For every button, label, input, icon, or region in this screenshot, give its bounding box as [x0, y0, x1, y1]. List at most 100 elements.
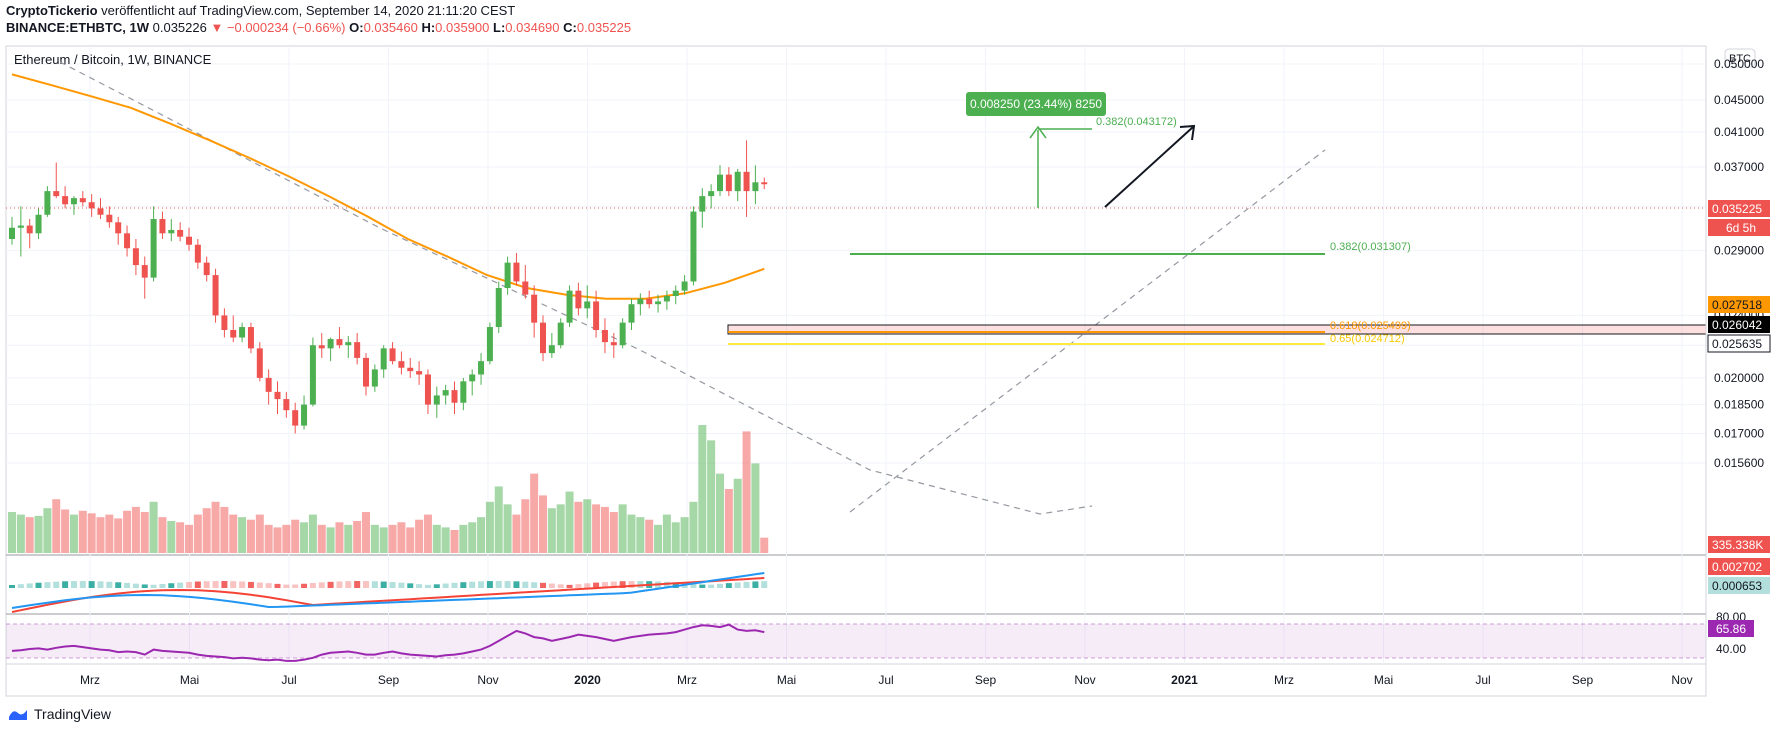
volume-bar [680, 517, 689, 553]
candle-body [398, 361, 405, 368]
macd-histogram-bar [318, 582, 325, 588]
candle-body [247, 327, 254, 349]
candle-body [717, 174, 723, 192]
volume-bar [459, 524, 468, 553]
last-price-tag-label: 0.035225 [1712, 202, 1762, 216]
time-axis-label: Nov [477, 673, 498, 687]
volume-bar [742, 431, 751, 553]
macd-histogram-bar [486, 581, 493, 588]
macd-tag-label: 0.002702 [1712, 560, 1762, 574]
volume-bar [388, 524, 397, 553]
macd-histogram-bar [451, 582, 458, 588]
macd-histogram-bar [442, 583, 449, 588]
candle-body [655, 301, 662, 305]
volume-tag-label: 335.338K [1712, 538, 1763, 552]
macd-line [11, 572, 765, 609]
time-axis-label: Jul [878, 673, 893, 687]
macd-histogram-bar [433, 584, 440, 588]
candle-body [256, 348, 263, 378]
macd-signal-tag [1708, 577, 1770, 594]
volume-bar [751, 463, 760, 553]
volume-bar [565, 491, 574, 553]
candle-body [79, 198, 86, 203]
volume-bar [43, 508, 52, 553]
macd-histogram-bar [522, 581, 529, 588]
macd-histogram-bar [478, 581, 485, 588]
time-axis-label: Jul [1475, 673, 1490, 687]
open-label: O: [349, 20, 364, 35]
macd-histogram-bar [327, 581, 334, 588]
macd-histogram-bar [699, 584, 706, 588]
descending-trendline[interactable] [59, 61, 1093, 515]
macd-histogram-bar [708, 584, 715, 588]
candle-body [194, 244, 201, 263]
publish-info: veröffentlicht auf TradingView.com, Sept… [101, 3, 516, 18]
macd-histogram-bar [380, 581, 387, 588]
candle-body [124, 233, 131, 249]
macd-histogram-bar [44, 582, 51, 588]
volume-bar [627, 514, 636, 553]
rsi-tag [1708, 620, 1754, 637]
tradingview-footer[interactable]: TradingView [8, 706, 111, 722]
projection-arrow[interactable] [1104, 126, 1194, 208]
candle-body [70, 198, 77, 205]
macd-tag [1708, 558, 1770, 575]
price-axis-label: 0.017000 [1714, 427, 1764, 441]
volume-bar [202, 508, 211, 553]
volume-bar [521, 499, 530, 553]
candle-body [593, 301, 600, 331]
volume-bar [512, 514, 521, 553]
volume-bar [246, 519, 255, 553]
rsi-tag-label: 65.86 [1716, 622, 1746, 636]
time-axis-label: Mai [777, 673, 796, 687]
fib-target-label: 0.382(0.043172) [1096, 116, 1177, 128]
candle-body [380, 348, 387, 370]
measure-box[interactable] [966, 92, 1106, 116]
price-axis-label: 0.029000 [1714, 244, 1764, 258]
candle-body [26, 225, 33, 234]
candle-body [354, 342, 361, 358]
currency-badge[interactable] [1724, 48, 1756, 68]
candle-body [433, 395, 440, 405]
candle-body [363, 357, 369, 387]
candle-body [734, 171, 741, 192]
volume-bar [406, 527, 415, 553]
measure-arrowhead [1029, 125, 1047, 139]
candle-body [681, 281, 688, 291]
volume-bar [654, 524, 663, 553]
volume-bar [123, 510, 132, 553]
volume-bar [618, 504, 627, 553]
rsi-band [6, 624, 1706, 658]
candle-body [150, 219, 157, 278]
macd-histogram-bar [301, 583, 308, 588]
candle-body [345, 342, 352, 346]
tradingview-brand: TradingView [34, 706, 112, 722]
price-axis-label: 0.015600 [1714, 456, 1764, 470]
macd-histogram-bar [540, 582, 546, 588]
candle-body [371, 369, 378, 387]
macd-histogram-bar [398, 582, 405, 588]
low-value: 0.034690 [505, 20, 560, 35]
macd-histogram-bar [531, 582, 538, 588]
macd-histogram-bar [88, 581, 95, 588]
low-label: L: [493, 20, 506, 35]
macd-histogram-bar [584, 583, 591, 588]
candle-body [566, 290, 573, 323]
candle-body [141, 265, 148, 278]
candle-body [442, 390, 449, 396]
candle-body [97, 208, 104, 215]
candle-body [106, 214, 113, 223]
volume-bar [69, 514, 78, 553]
open-value: 0.035460 [363, 20, 418, 35]
price-axis[interactable]: 0.0500000.0450000.0410000.0370000.033000… [1714, 57, 1764, 470]
ma-tag [1708, 296, 1770, 313]
volume-bar [724, 489, 733, 553]
macd-histogram-bar [53, 581, 60, 588]
publisher-name[interactable]: CryptoTickerio [6, 3, 98, 18]
gridlines [6, 46, 1706, 664]
volume-bar [477, 517, 486, 553]
time-axis[interactable]: Mrz Mai Jul Sep Nov 2020 Mrz Mai Jul Sep Nov 2021 Mr… [80, 673, 1693, 687]
candle-body [44, 191, 51, 215]
price-axis-label: 0.050000 [1714, 57, 1764, 71]
